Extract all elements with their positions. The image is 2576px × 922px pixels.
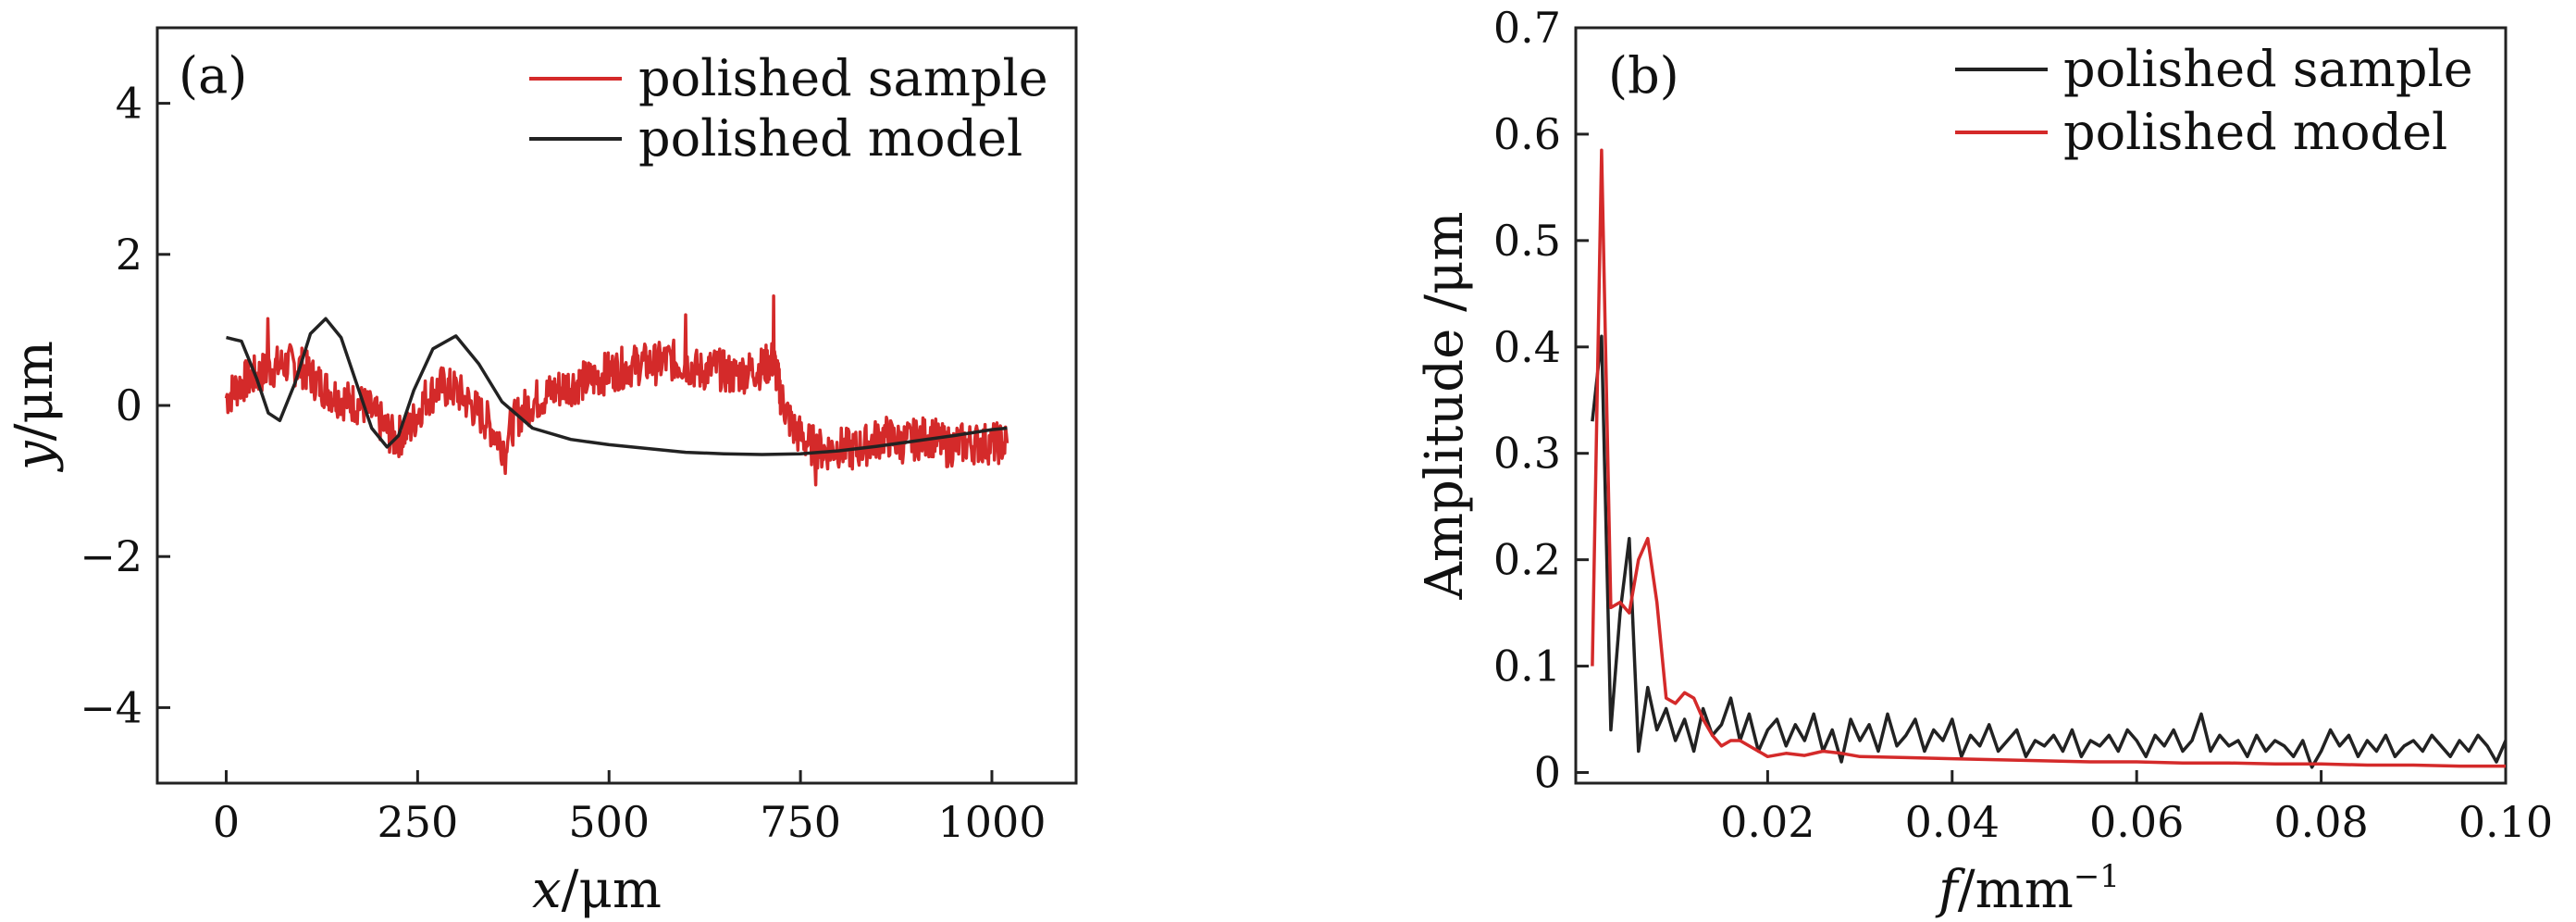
y-axis-label-b: Amplitude /μm	[1415, 212, 1475, 601]
legend-label-sample-a: polished sample	[638, 49, 1048, 107]
x-axis-symbol-a: x	[532, 860, 562, 918]
x-tick-label-a: 1000	[937, 797, 1046, 847]
x-axis-label-a: x/μm	[532, 860, 662, 918]
x-axis-exponent-b: −1	[2074, 858, 2120, 895]
x-tick-label-a: 750	[760, 797, 841, 847]
panel-label-b: (b)	[1608, 46, 1679, 105]
x-tick-label-b: 0.08	[2273, 797, 2368, 847]
x-tick-label-a: 500	[568, 797, 650, 847]
y-axis-unit-a: /μm	[5, 341, 65, 441]
y-tick-label-b: 0.6	[1493, 109, 1561, 159]
y-tick-label-b: 0.3	[1493, 429, 1561, 479]
y-tick-label-a: 0	[116, 380, 142, 430]
x-tick-label-b: 0.02	[1720, 797, 1814, 847]
series-line-b-polished-sample	[1591, 334, 2508, 769]
legend-label-model-a: polished model	[638, 109, 1022, 168]
x-axis-unit-a: /μm	[562, 860, 662, 918]
series-line-a-polished-sample	[224, 293, 1009, 487]
y-tick-label-b: 0.7	[1493, 3, 1561, 53]
y-tick-label-a: −2	[80, 531, 142, 581]
x-tick-label-b: 0.10	[2458, 797, 2553, 847]
panel-b: 0.02 0.04 0.06 0.08 0.10 0 0.1 0.2 0.3 0.4 0.5 0.6 0…	[1415, 3, 2553, 920]
y-tick-label-b: 0	[1534, 748, 1561, 798]
y-tick-label-b: 0.1	[1493, 642, 1561, 692]
series-line-b-polished-model	[1591, 148, 2506, 768]
plot-frame-b	[1574, 26, 2508, 785]
x-axis-unit-b: /mm	[1958, 860, 2074, 918]
plot-area-b	[1591, 148, 2508, 769]
x-tick-label-a: 250	[377, 797, 458, 847]
y-tick-label-b: 0.4	[1493, 322, 1561, 372]
panel-a: 0 250 500 750 1000 4 2 0 −2 −4 (a) polished sampl…	[5, 26, 1078, 920]
x-tick-label-b: 0.04	[1905, 797, 2000, 847]
legend-label-model-b: polished model	[2063, 103, 2447, 161]
y-tick-label-b: 0.5	[1493, 216, 1561, 266]
x-tick-label-a: 0	[213, 797, 240, 847]
panel-label-a: (a)	[179, 46, 247, 105]
legend-a: polished sample polished model	[529, 49, 1048, 168]
x-axis-label-b: f/mm−1	[1935, 858, 2120, 918]
x-tick-label-b: 0.06	[2089, 797, 2184, 847]
y-tick-label-a: 2	[116, 230, 142, 280]
plot-area-a	[224, 293, 1009, 487]
y-axis-label-a: y/μm	[5, 341, 65, 473]
series-line-a-polished-model	[226, 317, 1008, 456]
y-tick-label-a: 4	[116, 79, 142, 129]
axis-ticks-a: 0 250 500 750 1000 4 2 0 −2 −4	[80, 79, 1046, 847]
y-axis-symbol-a: y	[5, 440, 65, 473]
legend-label-sample-b: polished sample	[2063, 40, 2473, 98]
axis-ticks-b: 0.02 0.04 0.06 0.08 0.10 0 0.1 0.2 0.3 0.4 0.5 0.6 0…	[1493, 3, 2553, 847]
y-tick-label-a: −4	[80, 682, 142, 732]
y-tick-label-b: 0.2	[1493, 535, 1561, 585]
legend-b: polished sample polished model	[1955, 40, 2473, 161]
